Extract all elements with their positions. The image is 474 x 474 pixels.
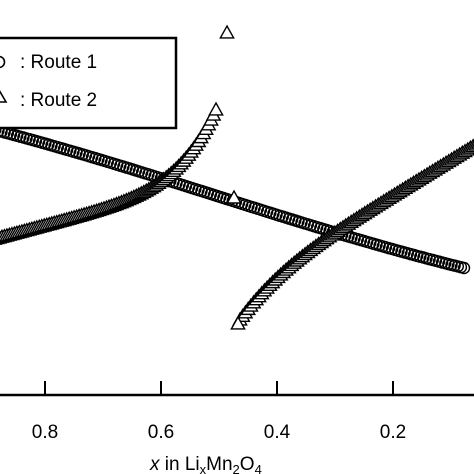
route1-point [0, 125, 2, 135]
x-axis-label-mid: Mn [206, 454, 232, 474]
route2-isolated-point [226, 189, 242, 204]
route2-point [470, 143, 474, 149]
legend: : Route 1 : Route 2 [0, 36, 178, 130]
legend-label-route1: : Route 1 [20, 52, 97, 73]
x-ticks [44, 381, 394, 395]
legend-box [0, 36, 178, 130]
x-axis-label-italic: x [149, 454, 161, 474]
x-axis-label-sub3: 4 [255, 462, 262, 474]
route2-point [208, 101, 224, 116]
route2-isolated-point [219, 24, 235, 39]
legend-marker-route2 [0, 90, 8, 103]
x-tick-labels: 0.8 0.6 0.4 0.2 [32, 422, 406, 443]
x-axis-label-sub1: x [200, 462, 207, 474]
chart-marks [0, 24, 474, 330]
legend-label-route2: : Route 2 [20, 90, 97, 111]
x-tick-label: 0.4 [264, 422, 291, 443]
x-axis-label-sub2: 2 [233, 462, 240, 474]
route2-isolated-point [230, 315, 246, 330]
legend-marker-route1 [0, 55, 6, 69]
x-tick-label: 0.8 [32, 422, 58, 443]
route1-point [0, 124, 5, 137]
x-tick-label: 0.2 [380, 422, 406, 443]
axes: 0.8 0.6 0.4 0.2 [0, 381, 474, 443]
x-axis-label-end: O [240, 454, 255, 474]
x-tick-label: 0.6 [148, 422, 174, 443]
x-axis-label-text: in Li [160, 454, 200, 474]
x-axis-label: x in LixMn2O4 [149, 454, 262, 474]
